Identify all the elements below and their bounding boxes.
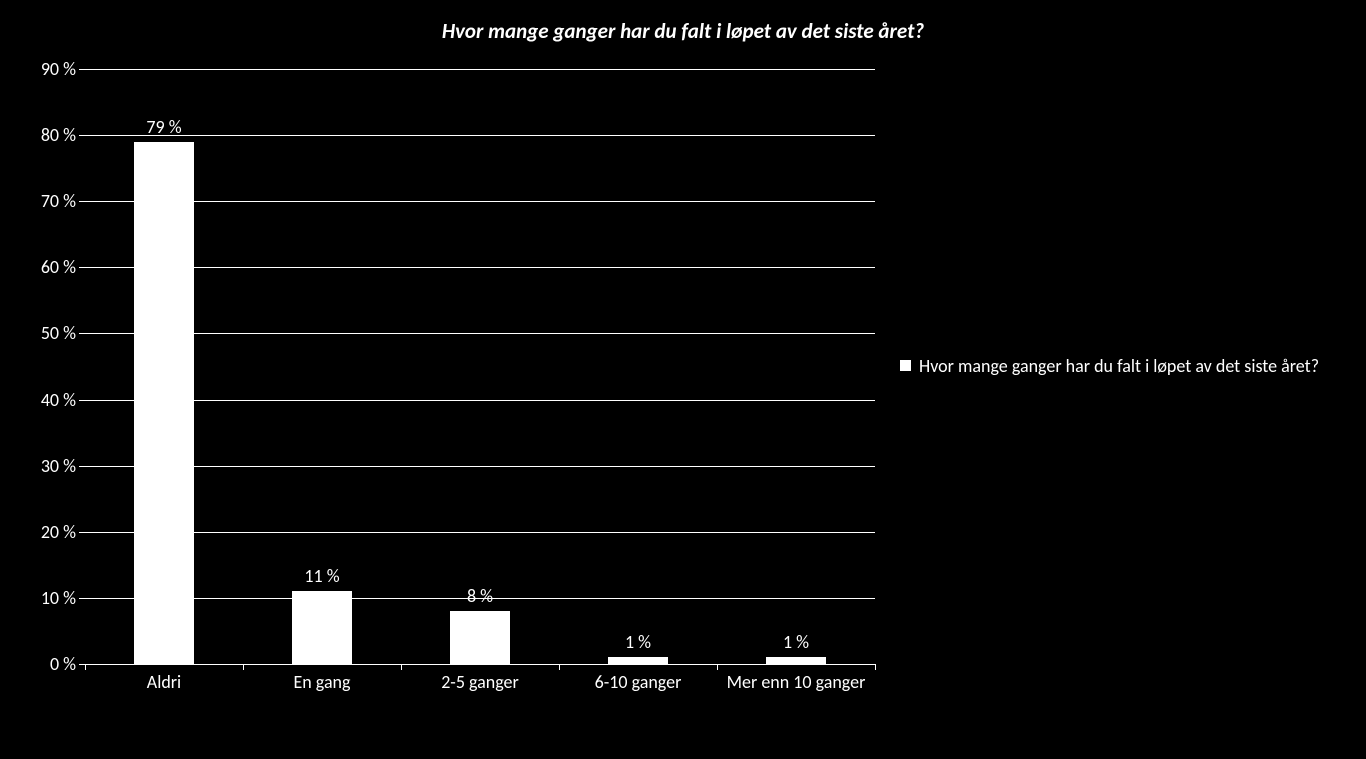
ytick-mark (79, 267, 85, 268)
ytick-mark (79, 532, 85, 533)
ytick-label: 10 % (41, 587, 76, 609)
gridline (85, 466, 875, 467)
ytick-mark (79, 333, 85, 334)
chart-title: Hvor mange ganger har du falt i løpet av… (0, 18, 1366, 44)
gridline (85, 201, 875, 202)
xtick-mark (243, 664, 244, 670)
gridline (85, 532, 875, 533)
ytick-label: 40 % (41, 389, 76, 411)
xtick-mark (85, 664, 86, 670)
bar-value-label: 79 % (146, 116, 181, 138)
bar-value-label: 11 % (304, 565, 339, 587)
gridline (85, 400, 875, 401)
ytick-label: 70 % (41, 190, 76, 212)
ytick-label: 60 % (41, 256, 76, 278)
xtick-mark (717, 664, 718, 670)
ytick-mark (79, 135, 85, 136)
gridline (85, 135, 875, 136)
bar (450, 611, 510, 664)
legend: Hvor mange ganger har du falt i løpet av… (900, 355, 1340, 378)
xtick-mark (559, 664, 560, 670)
xtick-label: En gang (247, 672, 397, 694)
ytick-mark (79, 598, 85, 599)
ytick-label: 30 % (41, 455, 76, 477)
xtick-label: 6-10 ganger (563, 672, 713, 694)
bar-value-label: 1 % (783, 631, 809, 653)
ytick-mark (79, 69, 85, 70)
ytick-label: 0 % (50, 653, 76, 675)
bar (766, 657, 826, 664)
bar (608, 657, 668, 664)
xtick-mark (401, 664, 402, 670)
gridline (85, 664, 875, 665)
ytick-label: 50 % (41, 322, 76, 344)
plot-area (85, 69, 875, 664)
ytick-mark (79, 201, 85, 202)
bar (134, 142, 194, 664)
xtick-label: 2-5 ganger (405, 672, 555, 694)
ytick-label: 90 % (41, 58, 76, 80)
bar (292, 591, 352, 664)
legend-text: Hvor mange ganger har du falt i løpet av… (919, 355, 1319, 378)
ytick-label: 20 % (41, 521, 76, 543)
ytick-mark (79, 466, 85, 467)
gridline (85, 69, 875, 70)
legend-swatch (900, 360, 911, 371)
ytick-mark (79, 400, 85, 401)
xtick-label: Mer enn 10 ganger (721, 672, 871, 694)
xtick-label: Aldri (89, 672, 239, 694)
bar-value-label: 8 % (467, 585, 493, 607)
bar-value-label: 1 % (625, 631, 651, 653)
ytick-label: 80 % (41, 124, 76, 146)
xtick-mark (875, 664, 876, 670)
gridline (85, 333, 875, 334)
gridline (85, 267, 875, 268)
